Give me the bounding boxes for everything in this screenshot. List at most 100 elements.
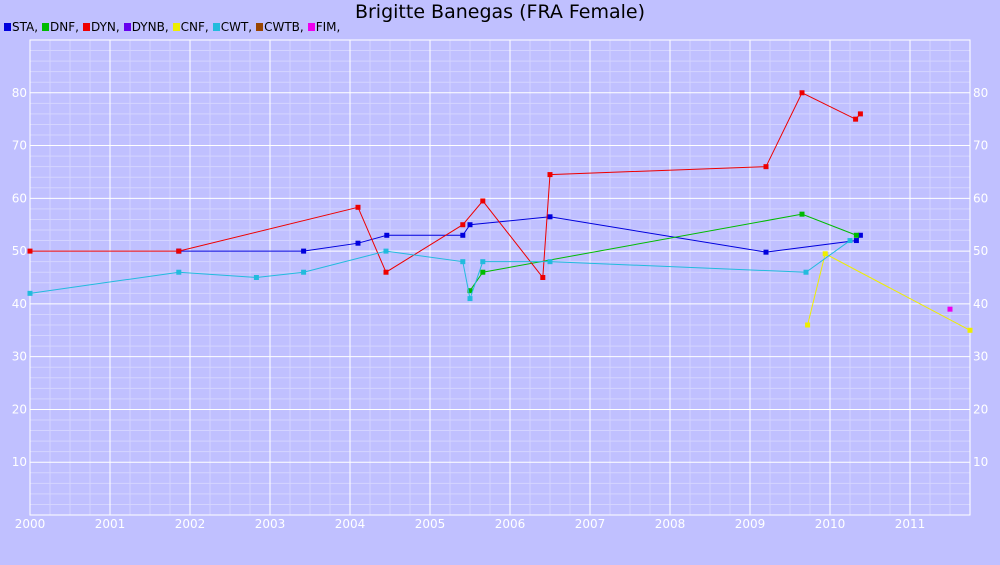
chart-title: Brigitte Banegas (FRA Female) <box>354 1 646 23</box>
series-line-dyn <box>30 92 861 279</box>
legend-label: DNF, <box>50 20 79 34</box>
y-tick-label-left: 30 <box>12 350 27 364</box>
data-point-cwt <box>460 259 466 265</box>
y-tick-label-right: 20 <box>973 402 988 416</box>
x-tick-label: 2004 <box>335 517 366 531</box>
data-point-dyn <box>540 275 546 280</box>
legend-label: DYNB, <box>131 20 169 34</box>
y-tick-label-right: 30 <box>973 350 988 364</box>
y-tick-label-left: 60 <box>12 191 27 205</box>
legend-swatch <box>172 23 180 31</box>
data-point-dyn <box>853 116 859 122</box>
data-point-cwt <box>480 259 486 265</box>
legend-item: STA, <box>4 20 38 34</box>
y-tick-label-left: 80 <box>12 86 27 100</box>
data-point-cwt <box>301 269 307 275</box>
data-point-cwt <box>383 248 389 254</box>
y-tick-label-right: 50 <box>973 244 988 258</box>
legend-swatch <box>4 23 11 31</box>
x-tick-label: 2002 <box>175 517 206 531</box>
y-tick-label-left: 50 <box>12 244 27 258</box>
data-point-cwt <box>27 290 33 296</box>
legend-item: FIM, <box>307 20 341 34</box>
data-point-sta <box>467 222 473 228</box>
x-tick-label: 2003 <box>255 517 286 531</box>
series-line-sta <box>178 216 861 253</box>
data-point-fim <box>947 306 953 312</box>
x-tick-label: 2008 <box>655 517 686 531</box>
legend-label: CWT, <box>220 20 253 34</box>
data-point-sta <box>355 240 361 246</box>
data-point-cnf <box>967 327 973 333</box>
data-point-dnf <box>480 269 486 275</box>
data-point-dyn <box>176 248 182 254</box>
data-point-cwt <box>547 259 553 265</box>
plot-border <box>29 39 971 516</box>
data-point-cwt <box>803 269 809 275</box>
data-point-sta <box>547 214 553 220</box>
y-tick-label-right: 10 <box>973 455 988 469</box>
series-line-dnf <box>469 213 857 291</box>
data-point-dyn <box>27 248 33 254</box>
data-point-dyn <box>460 222 466 228</box>
data-point-cnf <box>822 251 828 257</box>
legend-label: FIM, <box>315 20 341 34</box>
data-point-cwt <box>176 269 182 275</box>
y-tick-label-right: 40 <box>973 297 988 311</box>
data-point-sta <box>301 248 307 254</box>
y-tick-label-right: 80 <box>973 86 988 100</box>
x-tick-label: 2006 <box>495 517 526 531</box>
data-point-sta <box>853 238 859 244</box>
y-tick-label-right: 70 <box>973 139 988 153</box>
legend-item: DNF, <box>42 20 79 34</box>
legend-swatch <box>212 23 220 31</box>
x-tick-label: 2000 <box>15 517 46 531</box>
y-tick-label-left: 40 <box>12 297 27 311</box>
data-point-dyn <box>355 204 361 210</box>
x-tick-label: 2005 <box>415 517 446 531</box>
legend-swatch <box>307 23 315 31</box>
data-point-dnf <box>799 211 805 217</box>
data-point-dnf <box>853 232 859 238</box>
x-tick-label: 2011 <box>895 517 926 531</box>
data-point-dyn <box>799 90 805 96</box>
legend-label: CWTB, <box>264 20 304 34</box>
data-point-dyn <box>383 269 389 275</box>
legend-item: DYNB, <box>123 20 169 34</box>
legend-item: CNF, <box>172 20 209 34</box>
legend-item: DYN, <box>82 20 120 34</box>
data-point-dyn <box>763 164 769 170</box>
data-point-dyn <box>857 111 863 117</box>
data-point-cwt <box>253 275 259 280</box>
x-tick-label: 2009 <box>735 517 766 531</box>
legend-label: CNF, <box>180 20 209 34</box>
y-tick-label-left: 10 <box>12 455 27 469</box>
data-point-sta <box>384 232 390 238</box>
data-point-cnf <box>805 322 811 328</box>
series-line-cwt <box>29 240 851 301</box>
legend: STA, DNF, DYN, DYNB, CNF, CWT, CWTB, FIM, <box>4 20 344 34</box>
data-point-dnf <box>467 288 473 294</box>
legend-swatch <box>123 23 131 31</box>
legend-swatch <box>256 23 264 31</box>
data-point-sta <box>460 232 466 238</box>
data-point-dyn <box>547 172 553 178</box>
legend-swatch <box>42 23 50 31</box>
x-tick-label: 2001 <box>95 517 126 531</box>
data-point-dyn <box>480 198 486 204</box>
y-tick-label-left: 70 <box>12 139 27 153</box>
y-tick-label-right: 60 <box>973 191 988 205</box>
data-point-cwt <box>467 296 473 302</box>
series-line-cnf <box>807 253 971 331</box>
data-point-sta <box>763 249 769 255</box>
legend-label: STA, <box>12 20 39 34</box>
legend-swatch <box>82 23 90 31</box>
legend-item: CWTB, <box>256 20 304 34</box>
x-tick-label: 2010 <box>815 517 846 531</box>
x-tick-label: 2007 <box>575 517 606 531</box>
legend-item: CWT, <box>212 20 253 34</box>
data-point-sta <box>857 232 863 238</box>
data-point-cwt <box>847 238 853 244</box>
legend-label: DYN, <box>90 20 120 34</box>
